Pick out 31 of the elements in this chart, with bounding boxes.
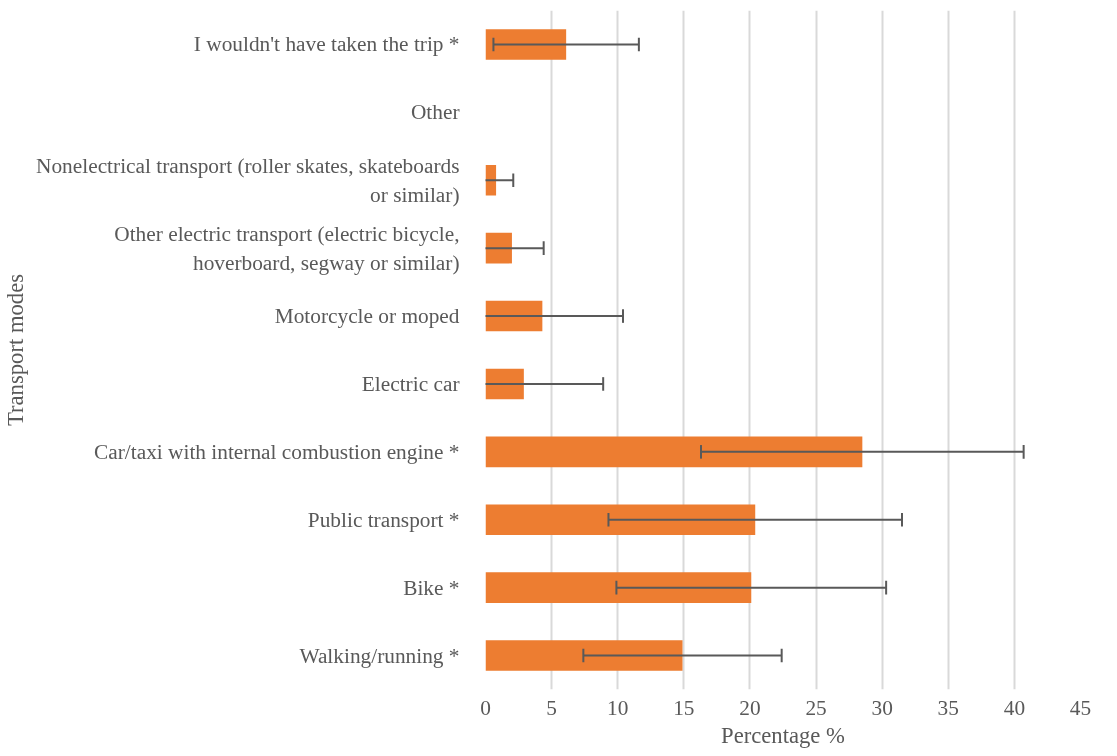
bar xyxy=(485,29,567,60)
y-tick-label: Other electric transport (electric bicycle, hoverboard, segway or similar) xyxy=(114,221,460,275)
y-tick-label: Electric car xyxy=(361,371,460,396)
y-tick-label: Other xyxy=(410,100,460,125)
bar xyxy=(485,232,512,264)
y-tick-label: Nonelectrical transport (roller skates, skateboards or similar) xyxy=(36,153,460,207)
y-tick-label: Public transport * xyxy=(307,507,460,532)
x-tick-label: 30 xyxy=(871,695,893,720)
x-tick-label: 5 xyxy=(546,695,557,720)
bar xyxy=(485,164,497,196)
bar xyxy=(485,368,524,400)
y-tick-label: Walking/running * xyxy=(299,643,460,668)
y-tick-label: Bike * xyxy=(403,575,460,600)
bar xyxy=(485,504,756,536)
y-tick-label: I wouldn't have taken the trip * xyxy=(193,32,460,57)
bar xyxy=(485,436,863,468)
y-tick-label: Car/taxi with internal combustion engine * xyxy=(94,439,460,464)
bar xyxy=(485,640,683,671)
x-tick-label: 20 xyxy=(739,695,761,720)
bar xyxy=(485,300,543,332)
y-tick-label: Motorcycle or moped xyxy=(274,304,460,329)
x-tick-label: 15 xyxy=(673,695,695,720)
x-tick-label: 40 xyxy=(1003,695,1026,720)
bar xyxy=(485,572,752,603)
y-axis-title: Transport modes xyxy=(3,273,29,427)
x-tick-label: 10 xyxy=(607,695,629,720)
x-tick-label: 35 xyxy=(937,695,959,720)
x-tick-label: 25 xyxy=(805,695,827,720)
x-tick-label: 0 xyxy=(480,695,491,720)
x-tick-label: 45 xyxy=(1069,695,1092,720)
x-axis-title: Percentage % xyxy=(721,722,846,748)
